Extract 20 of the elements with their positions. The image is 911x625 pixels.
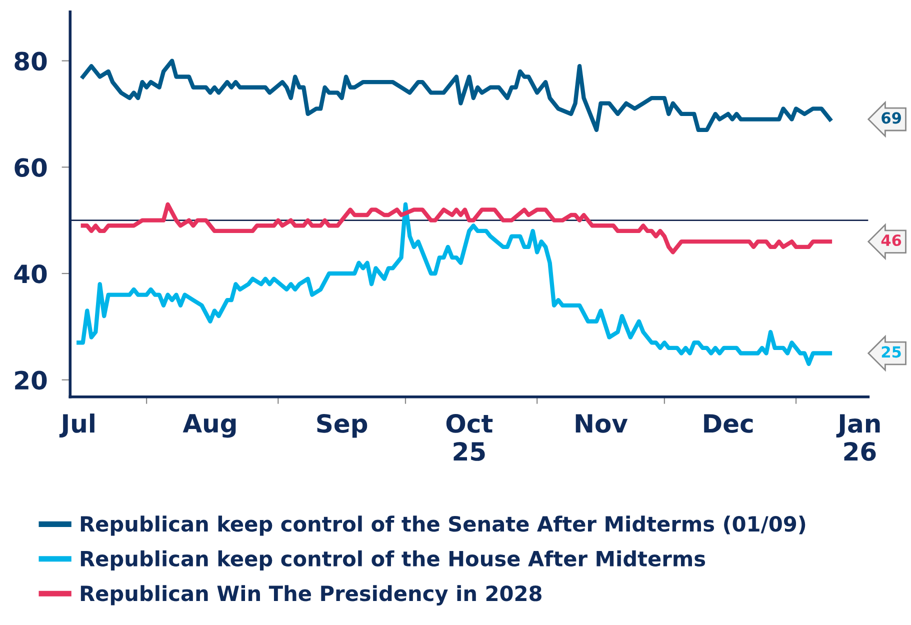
x-tick-label: Oct 25 [446,414,493,461]
x-tick-label: Nov [576,414,628,433]
x-tick-label: Aug [182,414,236,438]
y-tick-label: 80 [14,52,47,71]
legend-label: Republican keep control of the Senate After Midterms (01/09) [80,516,806,536]
x-tick-label: Dec [704,414,753,433]
legend-label: Republican keep control of the House After Midterms [80,550,706,571]
x-tick-label: Jul [59,414,94,438]
y-tick-label: 60 [14,158,47,178]
text: 69 [882,112,901,124]
line-series [76,202,832,366]
x-tick-label: Jan 26 [836,414,880,461]
y-tick-label: 20 [15,370,47,390]
line-series [80,58,832,132]
text: 25 [882,346,901,358]
y-tick-label: 40 [14,264,47,284]
text: 46 [881,234,902,246]
legend-label: Republican Win The Presidency in 2028 [80,585,542,606]
x-tick-label: Sep [317,414,368,438]
line-series [80,202,832,254]
